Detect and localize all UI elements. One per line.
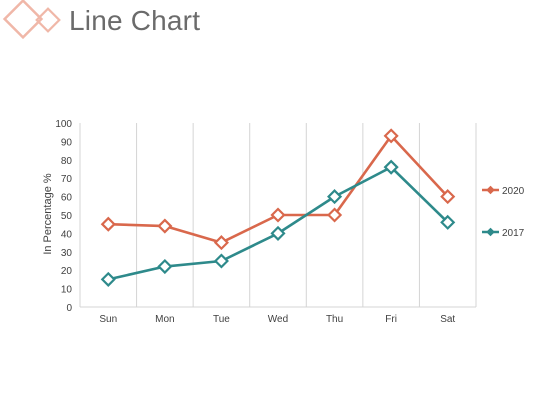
chart-legend: 2020 2017 [482,185,525,239]
data-point-marker [270,225,286,241]
logo-diamond-large [2,0,44,40]
diamond-outline-logo [2,0,61,40]
data-point-marker [213,235,229,251]
y-tick-label: 100 [55,119,72,130]
logo-diamond-small [35,7,61,33]
x-tick-label: Fri [385,314,397,325]
y-tick-label: 60 [61,193,73,204]
y-tick-label: 30 [61,248,73,259]
data-point-marker [270,207,286,223]
data-point-marker [157,258,173,275]
data-point-marker [100,271,116,287]
legend-marker [486,185,495,195]
y-tick-label: 0 [66,303,72,314]
y-axis-title: In Percentage % [42,173,54,255]
data-point-marker [383,159,399,175]
y-tick-label: 10 [61,285,73,296]
axis-layer: 0 10 20 30 40 50 60 70 80 90 100 Sun Mon Tue Wed Thu Fri… [55,119,476,325]
data-point-marker [157,218,173,234]
y-tick-label: 90 [61,137,73,148]
x-tick-label: Tue [213,314,230,325]
series-layer [100,128,456,287]
legend-marker [486,227,495,237]
legend-label: 2020 [502,186,525,197]
data-point-marker [100,216,116,232]
x-tick-label: Thu [326,314,343,325]
y-tick-label: 40 [61,229,73,240]
data-point-marker [440,189,456,205]
legend-item-2017: 2017 [482,227,525,239]
x-tick-label: Wed [268,314,288,325]
series-2017 [100,159,456,287]
legend-item-2020: 2020 [482,185,525,197]
data-point-marker [327,207,343,223]
series-2020 [100,128,456,251]
data-point-marker [440,214,456,230]
x-tick-label: Mon [155,314,174,325]
slide-header: Line Chart [0,0,560,60]
slide-title: Line Chart [69,5,201,36]
data-point-marker [327,189,343,205]
x-tick-label: Sun [99,314,117,325]
data-point-marker [213,253,229,269]
y-tick-label: 50 [61,211,73,222]
y-tick-label: 80 [61,156,73,167]
series-line-2017 [107,165,449,281]
legend-label: 2017 [502,228,525,239]
y-tick-label: 70 [61,174,73,185]
y-tick-label: 20 [61,266,73,277]
x-tick-label: Sat [440,314,455,325]
data-point-marker [383,128,399,144]
